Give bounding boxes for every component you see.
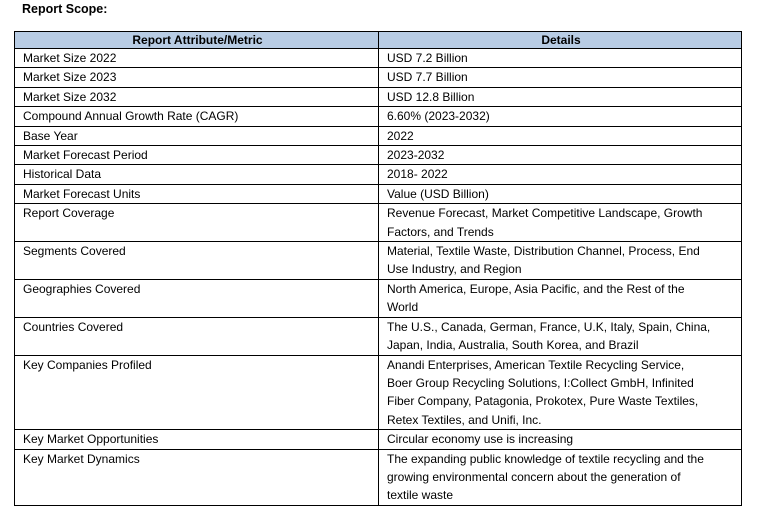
table-row: Historical Data 2018- 2022 — [14, 164, 742, 185]
table-row: Key Market Opportunities Circular economy… — [14, 429, 742, 450]
attribute-cell: Market Size 2032 — [14, 86, 379, 108]
details-cell: North America, Europe, Asia Pacific, and… — [378, 278, 742, 318]
column-header: Details — [378, 31, 742, 49]
table-row: Market Forecast Period 2023-2032 — [14, 145, 742, 166]
page: Report Scope: Report Attribute/Metric De… — [14, 2, 742, 506]
table-head: Report Attribute/Metric Details — [14, 31, 742, 49]
table-row: Market Size 2032 USD 12.8 Billion — [14, 86, 742, 108]
details-cell: 2022 — [378, 125, 742, 147]
table-row: Report Coverage Revenue Forecast, Market … — [14, 203, 742, 243]
details-cell: Anandi Enterprises, American Textile Rec… — [378, 354, 742, 431]
details-cell: USD 7.2 Billion — [378, 47, 742, 69]
table-body: Market Size 2022 USD 7.2 Billion Market Si… — [14, 47, 742, 506]
section-title: Report Scope: — [22, 2, 108, 16]
details-cell: Material, Textile Waste, Distribution Ch… — [378, 241, 742, 280]
table-row: Base Year 2022 — [14, 125, 742, 147]
details-cell: Revenue Forecast, Market Competitive Lan… — [378, 203, 742, 243]
table-row: Geographies Covered North America, Europe… — [14, 278, 742, 318]
table-row: Market Forecast Units Value (USD Billion) — [14, 183, 742, 205]
table-row: Key Market Dynamics The expanding public … — [14, 448, 742, 506]
attribute-cell: Base Year — [14, 125, 379, 147]
table-row: Key Companies Profiled Anandi Enterprises… — [14, 354, 742, 431]
attribute-cell: Market Forecast Units — [14, 183, 379, 205]
details-cell: 2018- 2022 — [378, 164, 742, 185]
attribute-cell: Market Forecast Period — [14, 145, 379, 166]
details-cell: USD 7.7 Billion — [378, 67, 742, 88]
attribute-cell: Market Size 2022 — [14, 47, 379, 69]
details-cell: Value (USD Billion) — [378, 183, 742, 205]
table-row: Countries Covered The U.S., Canada, Germa… — [14, 316, 742, 356]
report-scope-table: Report Attribute/Metric Details Market S… — [14, 31, 742, 506]
attribute-cell: Report Coverage — [14, 203, 379, 243]
details-cell: The expanding public knowledge of textil… — [378, 448, 742, 506]
attribute-cell: Segments Covered — [14, 241, 379, 280]
column-header: Report Attribute/Metric — [14, 31, 379, 49]
attribute-cell: Countries Covered — [14, 316, 379, 356]
details-cell: 2023-2032 — [378, 145, 742, 166]
details-cell: USD 12.8 Billion — [378, 86, 742, 108]
table-row: Compound Annual Growth Rate (CAGR) 6.60% … — [14, 106, 742, 127]
table-row: Market Size 2022 USD 7.2 Billion — [14, 47, 742, 69]
table-row: Segments Covered Material, Textile Waste,… — [14, 241, 742, 280]
attribute-cell: Market Size 2023 — [14, 67, 379, 88]
table-row: Market Size 2023 USD 7.7 Billion — [14, 67, 742, 88]
details-cell: 6.60% (2023-2032) — [378, 106, 742, 127]
details-cell: Circular economy use is increasing — [378, 429, 742, 450]
attribute-cell: Key Companies Profiled — [14, 354, 379, 431]
details-cell: The U.S., Canada, German, France, U.K, I… — [378, 316, 742, 356]
attribute-cell: Key Market Dynamics — [14, 448, 379, 506]
header-row: Report Attribute/Metric Details — [14, 31, 742, 49]
attribute-cell: Geographies Covered — [14, 278, 379, 318]
attribute-cell: Historical Data — [14, 164, 379, 185]
attribute-cell: Compound Annual Growth Rate (CAGR) — [14, 106, 379, 127]
attribute-cell: Key Market Opportunities — [14, 429, 379, 450]
